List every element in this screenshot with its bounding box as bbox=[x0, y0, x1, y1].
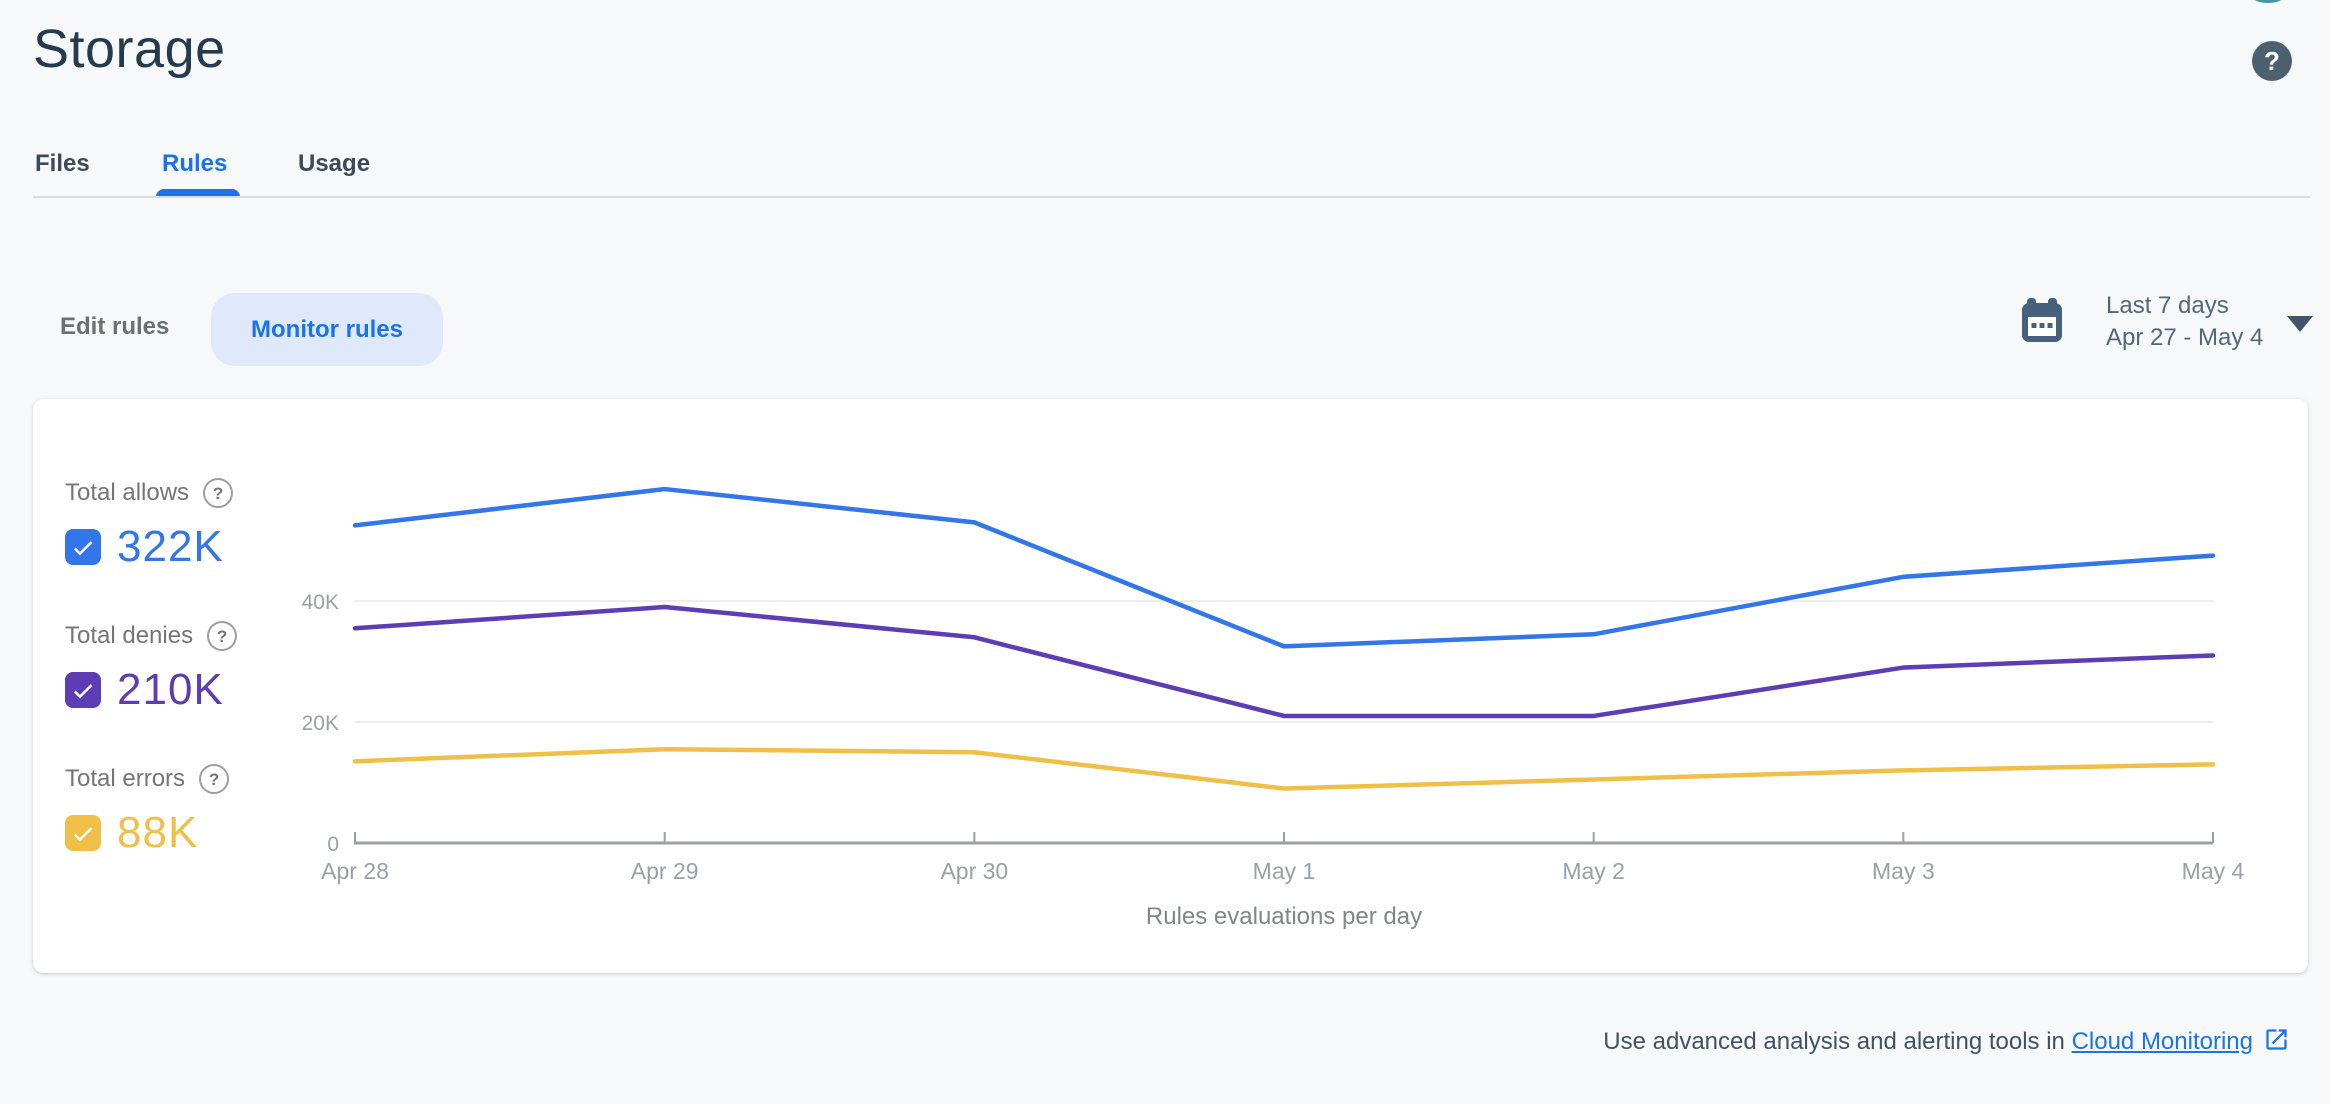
tab-usage[interactable]: Usage bbox=[298, 144, 370, 184]
svg-text:Apr 29: Apr 29 bbox=[631, 858, 699, 884]
help-outline-icon[interactable]: ? bbox=[207, 621, 238, 651]
svg-text:40K: 40K bbox=[302, 591, 339, 614]
date-range-selector[interactable]: Last 7 days Apr 27 - May 4 bbox=[2020, 290, 2314, 354]
help-outline-icon[interactable]: ? bbox=[199, 764, 230, 794]
avatar[interactable] bbox=[2236, 0, 2300, 3]
footer-note: Use advanced analysis and alerting tools… bbox=[1603, 1026, 2290, 1056]
checkmark-icon bbox=[73, 541, 93, 556]
tab-files-label: Files bbox=[35, 150, 90, 177]
legend-label: Total errors bbox=[65, 765, 186, 792]
help-outline-icon[interactable]: ? bbox=[203, 478, 234, 508]
calendar-icon bbox=[2020, 298, 2064, 344]
svg-text:Apr 30: Apr 30 bbox=[940, 858, 1008, 884]
date-range-text: Last 7 days Apr 27 - May 4 bbox=[2106, 290, 2263, 354]
monitor-rules-button[interactable]: Monitor rules bbox=[211, 293, 444, 366]
help-button[interactable]: ? bbox=[2252, 41, 2292, 81]
legend-label: Total allows bbox=[65, 479, 190, 506]
legend-checkbox[interactable] bbox=[65, 672, 101, 708]
cloud-monitoring-link[interactable]: Cloud Monitoring bbox=[2071, 1028, 2253, 1055]
legend-value: 88K bbox=[117, 808, 199, 857]
caret-down-icon bbox=[2287, 316, 2314, 332]
legend-total-allows: Total allows ? 322K bbox=[65, 478, 345, 572]
rules-chart: 0 20K 40K Apr 28 Apr 29 Apr 30 May 1 May 2 May 3… bbox=[302, 486, 2245, 884]
edit-rules-button[interactable]: Edit rules bbox=[60, 313, 170, 340]
legend-total-errors: Total errors ? 88K bbox=[65, 764, 345, 858]
monitor-rules-label: Monitor rules bbox=[251, 315, 404, 343]
footer-text: Use advanced analysis and alerting tools… bbox=[1603, 1028, 2072, 1055]
tab-rules-label: Rules bbox=[162, 150, 228, 177]
help-icon: ? bbox=[2264, 46, 2280, 76]
tab-usage-label: Usage bbox=[298, 150, 371, 177]
page-title: Storage bbox=[33, 19, 226, 79]
legend-checkbox[interactable] bbox=[65, 529, 101, 565]
legend-total-denies: Total denies ? 210K bbox=[65, 621, 345, 715]
tabs-divider bbox=[33, 196, 2310, 198]
svg-text:May 4: May 4 bbox=[2182, 858, 2245, 884]
date-range-dates: Apr 27 - May 4 bbox=[2106, 324, 2264, 351]
checkmark-icon bbox=[73, 684, 93, 699]
tab-files[interactable]: Files bbox=[35, 144, 90, 184]
legend-label: Total denies bbox=[65, 622, 194, 649]
svg-text:May 1: May 1 bbox=[1253, 858, 1316, 884]
svg-text:Apr 28: Apr 28 bbox=[321, 858, 389, 884]
chart-title: Rules evaluations per day bbox=[1145, 903, 1423, 930]
external-link-icon bbox=[2263, 1026, 2290, 1053]
svg-text:May 3: May 3 bbox=[1872, 858, 1935, 884]
svg-text:0: 0 bbox=[327, 833, 339, 856]
svg-text:20K: 20K bbox=[302, 712, 339, 735]
monitor-card: Total allows ? 322K Total denies ? 210K … bbox=[33, 399, 2308, 973]
checkmark-icon bbox=[73, 827, 93, 842]
legend-checkbox[interactable] bbox=[65, 815, 101, 851]
active-tab-underline bbox=[156, 189, 240, 197]
legend-value: 210K bbox=[117, 665, 224, 714]
legend-value: 322K bbox=[117, 522, 224, 571]
tab-rules[interactable]: Rules bbox=[162, 144, 227, 184]
svg-text:May 2: May 2 bbox=[1562, 858, 1625, 884]
date-range-preset: Last 7 days bbox=[2106, 292, 2229, 319]
